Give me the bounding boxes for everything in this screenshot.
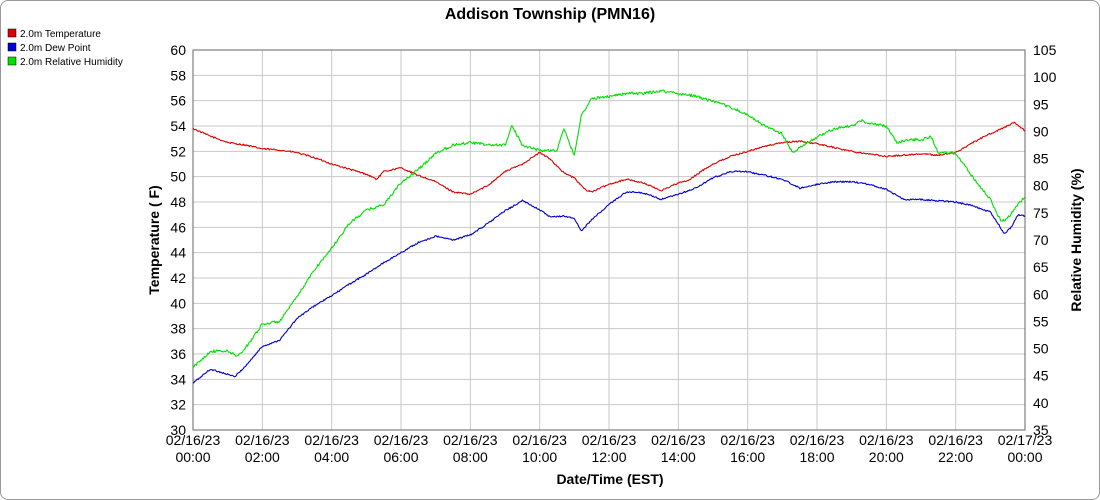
y-tick-label: 50 [170, 169, 186, 185]
series-line-3 [193, 89, 1026, 368]
legend: 2.0m Temperature 2.0m Dew Point 2.0m Relat… [7, 28, 123, 68]
x-tick-date: 02/16/23 [304, 432, 359, 448]
y2-tick-label: 45 [1033, 368, 1049, 384]
x-tick-time: 10:00 [522, 449, 557, 465]
x-tick-time: 00:00 [175, 449, 210, 465]
y-tick-label: 44 [170, 245, 186, 261]
y-tick-label: 42 [170, 270, 186, 286]
legend-swatch [7, 42, 17, 52]
x-tick-date: 02/16/23 [443, 432, 498, 448]
y-tick-label: 52 [170, 143, 186, 159]
legend-label: 2.0m Relative Humidity [20, 57, 123, 68]
y-axis-right: 35 40 45 50 55 60 65 70 75 80 85 90 95 100 105 [1033, 42, 1057, 438]
x-tick-time: 08:00 [453, 449, 488, 465]
x-tick-time: 06:00 [383, 449, 418, 465]
y2-axis-title: Relative Humidity (%) [1068, 168, 1084, 311]
x-tick-date: 02/17/23 [998, 432, 1053, 448]
legend-swatch [7, 56, 17, 66]
x-axis-title: Date/Time (EST) [556, 471, 663, 487]
y-tick-label: 34 [170, 371, 186, 387]
y2-tick-label: 55 [1033, 313, 1049, 329]
y2-tick-label: 100 [1033, 69, 1057, 85]
y2-tick-label: 40 [1033, 395, 1049, 411]
y2-tick-label: 95 [1033, 96, 1049, 112]
x-tick-date: 02/16/23 [790, 432, 845, 448]
y2-tick-label: 65 [1033, 259, 1049, 275]
x-tick-date: 02/16/23 [235, 432, 290, 448]
x-tick-time: 04:00 [314, 449, 349, 465]
y2-tick-label: 35 [1033, 422, 1049, 438]
plot-area [192, 49, 1026, 431]
y2-tick-label: 60 [1033, 286, 1049, 302]
x-tick-date: 02/16/23 [512, 432, 567, 448]
x-tick-time: 18:00 [799, 449, 834, 465]
x-tick-date: 02/16/23 [928, 432, 983, 448]
y-tick-label: 58 [170, 67, 186, 83]
x-tick-time: 00:00 [1007, 449, 1042, 465]
chart-title: Addison Township (PMN16) [445, 6, 655, 23]
x-tick-time: 16:00 [730, 449, 765, 465]
y-tick-label: 56 [170, 93, 186, 109]
y2-tick-label: 50 [1033, 341, 1049, 357]
x-tick-date: 02/16/23 [166, 432, 221, 448]
y-tick-label: 46 [170, 219, 186, 235]
legend-label: 2.0m Dew Point [20, 43, 91, 54]
x-tick-date: 02/16/23 [651, 432, 706, 448]
x-axis: 02/16/2300:0002/16/2302:0002/16/2304:000… [166, 432, 1053, 465]
y-tick-label: 60 [170, 42, 186, 58]
x-tick-date: 02/16/23 [374, 432, 429, 448]
y-tick-label: 54 [170, 118, 186, 134]
y2-tick-label: 75 [1033, 205, 1049, 221]
x-tick-time: 02:00 [245, 449, 280, 465]
series-line-1 [192, 121, 1026, 196]
legend-swatch [7, 28, 17, 38]
y2-tick-label: 90 [1033, 123, 1049, 139]
y-tick-label: 48 [170, 194, 186, 210]
y2-tick-label: 85 [1033, 151, 1049, 167]
x-tick-date: 02/16/23 [582, 432, 637, 448]
y-axis-title: Temperature ( F) [146, 185, 162, 294]
legend-label: 2.0m Temperature [20, 29, 101, 40]
y-tick-label: 36 [170, 346, 186, 362]
x-tick-time: 20:00 [869, 449, 904, 465]
x-tick-time: 22:00 [938, 449, 973, 465]
x-tick-time: 12:00 [591, 449, 626, 465]
y-axis-left: 30 32 34 36 38 40 42 44 46 48 50 52 54 56 58 60 [170, 42, 186, 438]
series-lines [192, 89, 1026, 384]
y-tick-label: 30 [170, 422, 186, 438]
y-tick-label: 38 [170, 321, 186, 337]
y-tick-label: 32 [170, 397, 186, 413]
y2-tick-label: 70 [1033, 232, 1049, 248]
x-tick-date: 02/16/23 [859, 432, 914, 448]
y2-tick-label: 105 [1033, 42, 1057, 58]
y-tick-label: 40 [170, 295, 186, 311]
series-line-2 [192, 170, 1026, 384]
y2-tick-label: 80 [1033, 178, 1049, 194]
grid [192, 49, 1026, 431]
x-tick-time: 14:00 [661, 449, 696, 465]
x-tick-date: 02/16/23 [720, 432, 775, 448]
